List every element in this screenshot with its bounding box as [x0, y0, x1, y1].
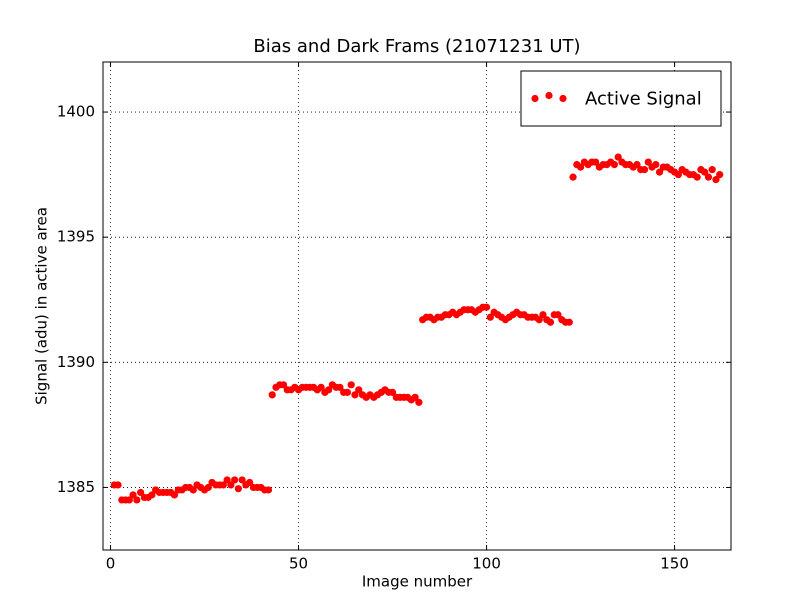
- legend-marker: [531, 94, 539, 103]
- data-point: [610, 161, 619, 169]
- data-point: [268, 391, 276, 399]
- data-point: [554, 311, 562, 319]
- data-point: [336, 383, 344, 391]
- data-point: [704, 173, 713, 181]
- data-point: [189, 486, 197, 494]
- data-point: [219, 481, 227, 489]
- data-point: [592, 158, 600, 166]
- data-point: [655, 168, 664, 176]
- legend-marker: [545, 91, 553, 100]
- data-point: [535, 316, 543, 324]
- data-point: [234, 485, 242, 493]
- plot-frame: [102, 61, 732, 551]
- data-point: [351, 391, 359, 399]
- data-point: [482, 303, 491, 311]
- data-point: [486, 313, 494, 321]
- data-point: [644, 158, 652, 166]
- y-tick-label: 1385: [57, 478, 95, 496]
- data-point: [223, 476, 231, 484]
- legend-label: Active Signal: [585, 89, 702, 110]
- data-point: [633, 161, 641, 169]
- y-tick-label: 1390: [57, 353, 95, 371]
- data-point: [415, 398, 423, 406]
- data-point: [264, 486, 273, 494]
- data-point: [640, 166, 649, 174]
- data-point: [129, 491, 137, 499]
- data-point: [712, 176, 720, 184]
- data-point: [227, 481, 235, 489]
- data-point: [347, 381, 355, 389]
- data-point: [614, 153, 622, 161]
- y-axis-label: Signal (adu) in active area: [33, 207, 51, 405]
- data-point: [125, 496, 133, 504]
- y-tick-label: 1395: [57, 228, 95, 246]
- data-point: [137, 488, 145, 497]
- y-tick-label: 1400: [57, 103, 95, 121]
- data-point: [148, 491, 156, 499]
- legend-box: [520, 70, 722, 127]
- data-point: [539, 311, 547, 319]
- data-point: [317, 383, 325, 391]
- data-point: [246, 478, 254, 487]
- x-tick-label: 150: [660, 555, 689, 573]
- data-point: [355, 386, 363, 394]
- data-point: [231, 476, 239, 484]
- data-point: [170, 491, 179, 499]
- data-point: [708, 166, 716, 174]
- data-point: [674, 171, 682, 179]
- x-tick-label: 50: [289, 555, 308, 573]
- data-point: [546, 318, 555, 326]
- data-point: [114, 481, 122, 489]
- data-point: [343, 388, 352, 396]
- data-point: [569, 173, 577, 181]
- data-point: [133, 496, 141, 504]
- x-axis-label: Image number: [362, 573, 473, 591]
- data-point: [325, 386, 333, 394]
- legend-marker: [559, 94, 567, 103]
- data-point: [576, 163, 585, 171]
- x-tick-label: 0: [106, 555, 116, 573]
- data-point: [388, 388, 397, 396]
- data-point: [279, 381, 288, 389]
- x-tick-label: 100: [472, 555, 501, 573]
- data-point: [652, 161, 660, 169]
- data-point: [411, 393, 419, 401]
- chart-title: Bias and Dark Frams (21071231 UT): [253, 36, 580, 57]
- data-point: [565, 318, 573, 326]
- data-point: [693, 173, 701, 181]
- data-point: [238, 476, 246, 484]
- data-point: [701, 168, 709, 176]
- data-point: [204, 483, 212, 492]
- data-point: [716, 171, 724, 179]
